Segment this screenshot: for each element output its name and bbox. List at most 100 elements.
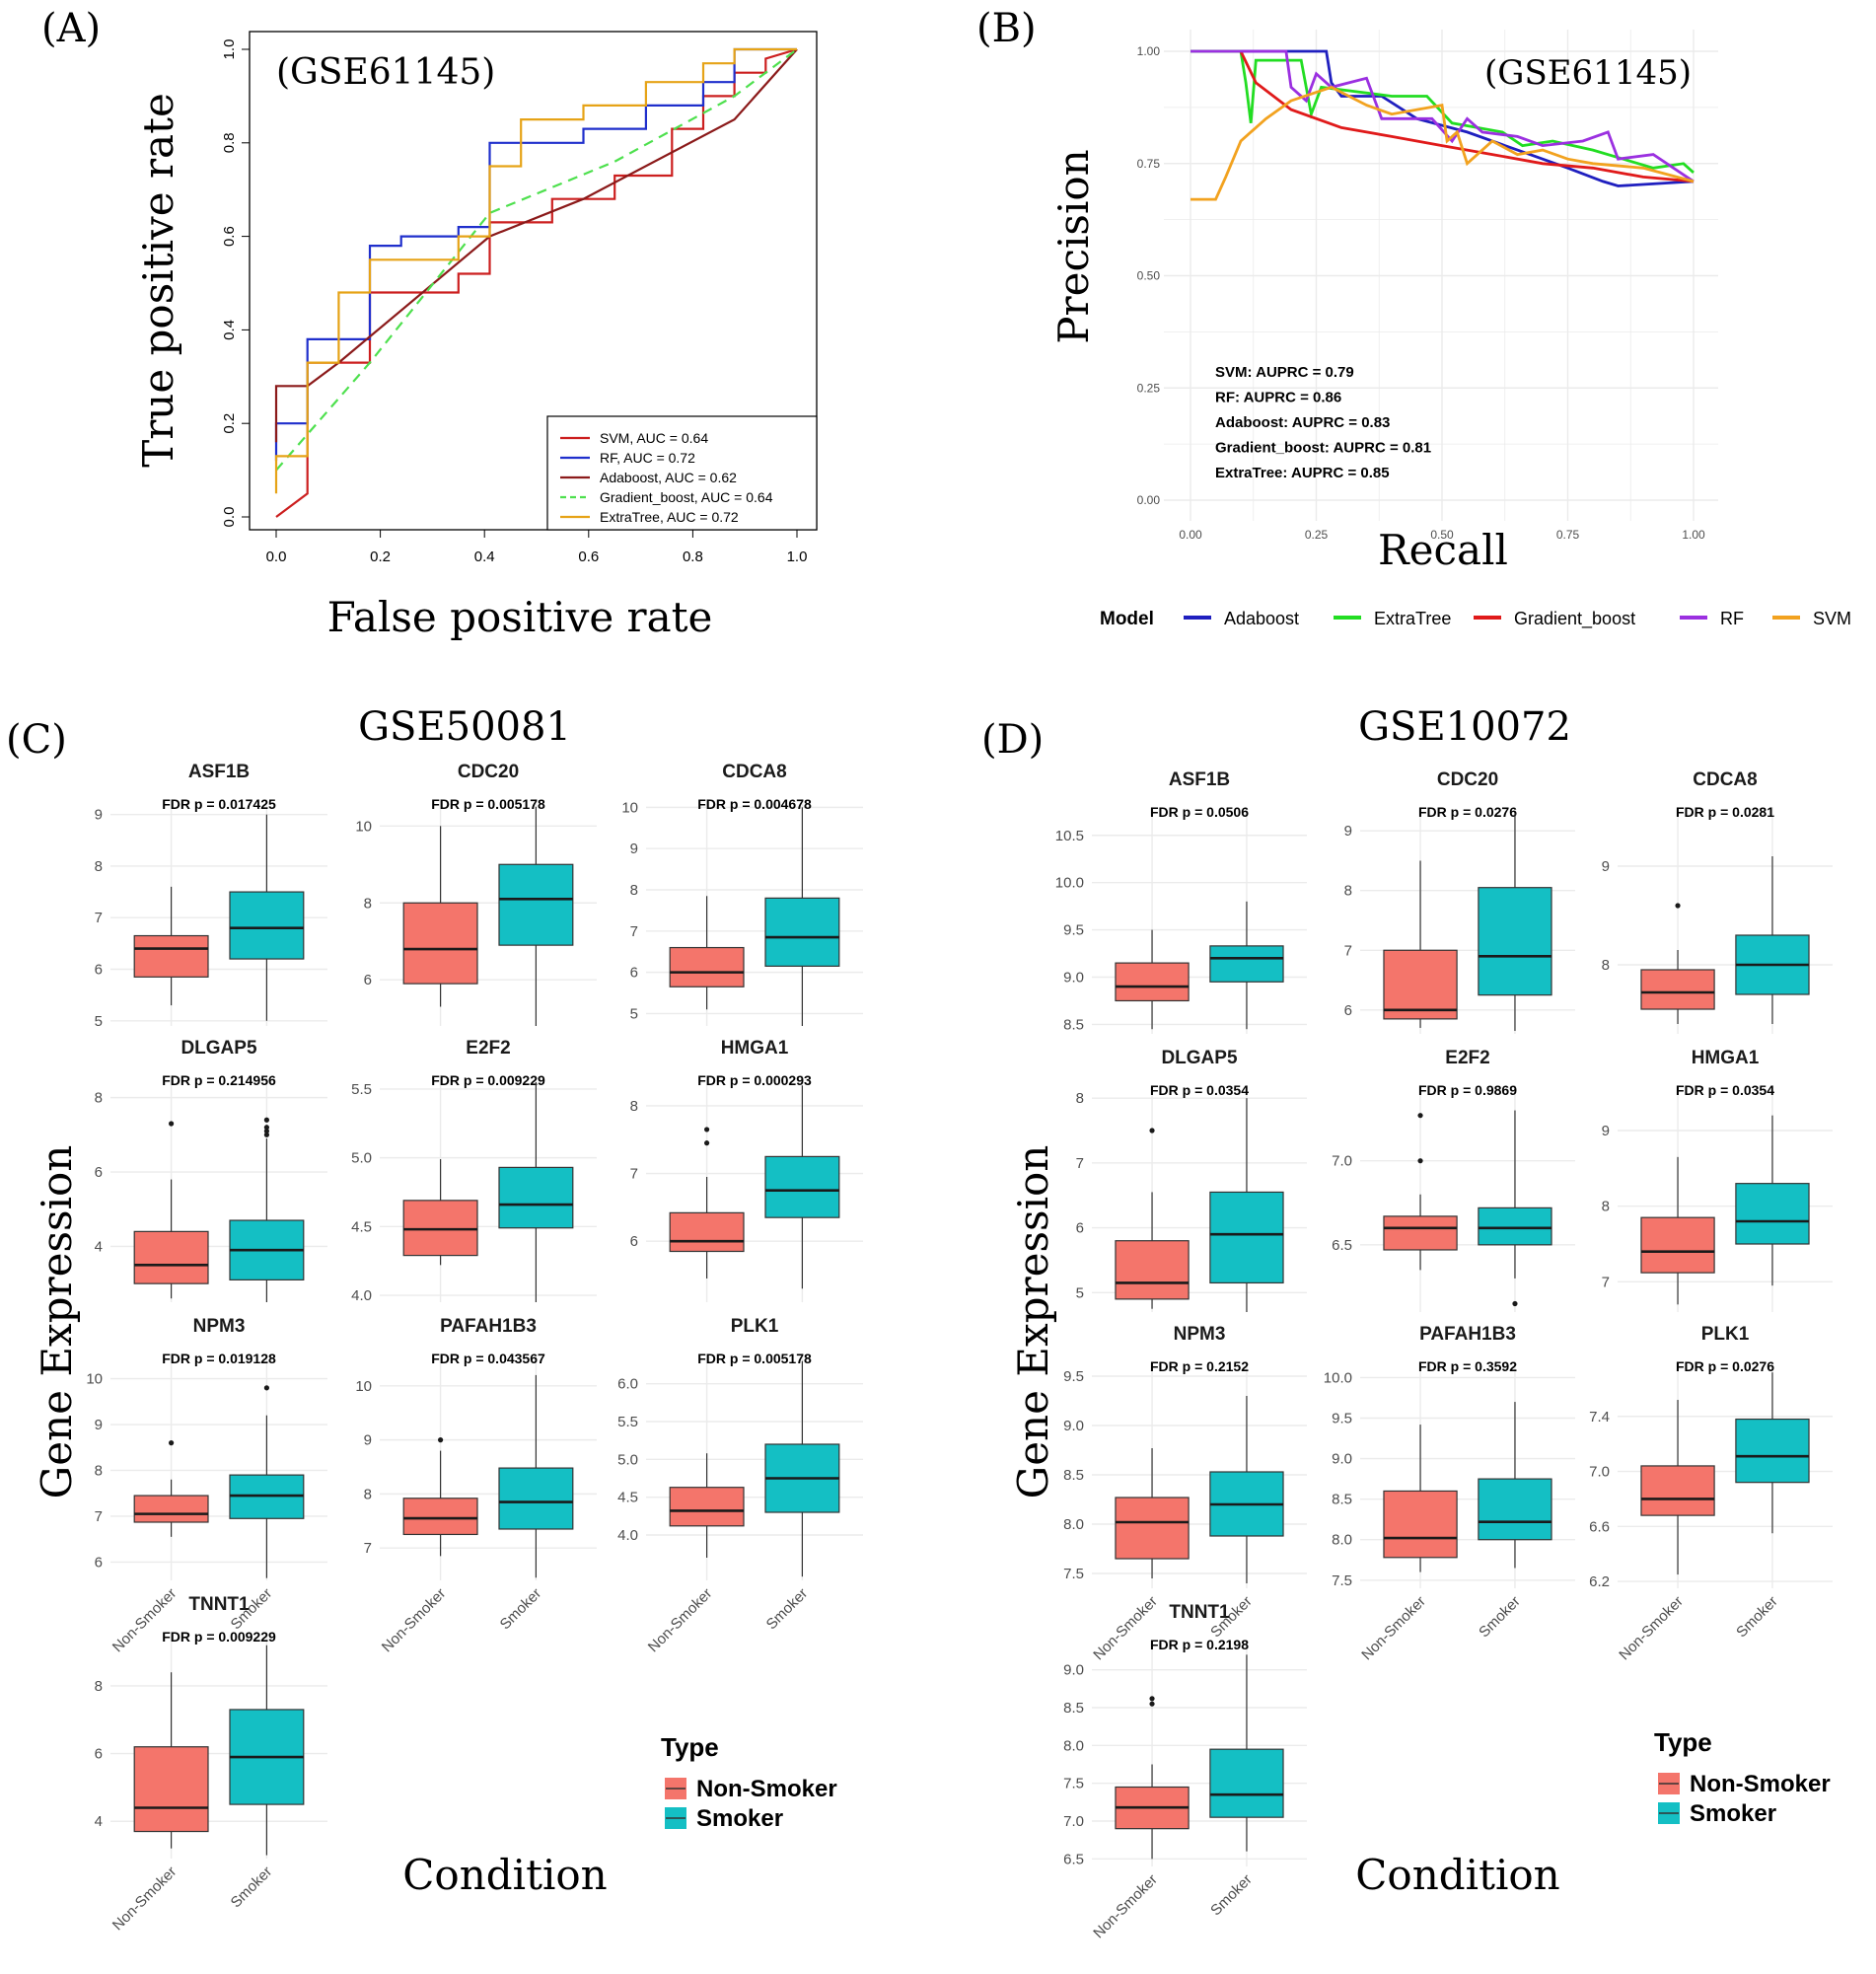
x-tick-label: 0.6: [578, 548, 599, 565]
y-axis-title: True positive rate: [134, 93, 182, 468]
legend-box: [546, 415, 818, 531]
pr-curve-svm: [1191, 85, 1695, 201]
y-tick-label: 0.2: [221, 413, 238, 434]
y-tick-label: 9.0: [1063, 970, 1084, 987]
x-axis-title: Condition: [402, 1851, 607, 1899]
legend-entry: Non-Smoker: [696, 1776, 837, 1802]
y-tick-label: 8: [95, 858, 103, 875]
panel-b: (B) 0.00 0.25 0.50 0.75 1.00 0.00 0.25 0.50 0.75 1…: [976, 6, 1851, 629]
facet-gene-title: CDCA8: [722, 762, 786, 782]
y-tick-label: 9.0: [1063, 1418, 1084, 1434]
fdr-annotation: FDR p = 0.017425: [162, 796, 276, 812]
y-tick-label: 7: [95, 910, 103, 926]
y-tick-label: 8: [1344, 883, 1352, 900]
outlier-point: [1417, 1158, 1423, 1164]
facet-gene-title: DLGAP5: [180, 1038, 257, 1059]
legend-title: Model: [1100, 609, 1154, 629]
fdr-annotation: FDR p = 0.009229: [162, 1629, 276, 1645]
panel-title: GSE10072: [1358, 704, 1571, 750]
box-smoker: [498, 863, 574, 946]
panel-label: (D): [981, 717, 1044, 763]
legend-entry: ExtraTree: [1374, 609, 1451, 628]
box-non-smoker: [1115, 1497, 1190, 1560]
x-tick-label: 1.0: [787, 548, 808, 565]
fdr-annotation: FDR p = 0.0506: [1150, 804, 1249, 820]
outlier-point: [1149, 1696, 1155, 1702]
panel-c: (C) GSE50081 ASF1B 5 6 7 8 9 FDR p = 0.017425 CDC…: [6, 704, 863, 1934]
outlier-point: [438, 1437, 444, 1443]
box-non-smoker: [133, 934, 209, 978]
y-tick-label: 7.5: [1332, 1572, 1352, 1589]
outlier-point: [704, 1127, 710, 1133]
fdr-annotation: FDR p = 0.019128: [162, 1351, 276, 1366]
fdr-annotation: FDR p = 0.005178: [431, 796, 545, 812]
y-tick-label: 6.0: [617, 1376, 638, 1393]
y-tick-label: 10: [355, 818, 372, 835]
y-tick-label: 4.5: [351, 1218, 372, 1235]
y-tick-label: 7: [1602, 1274, 1610, 1290]
y-tick-label: 1.0: [221, 39, 238, 60]
y-tick-label: 8: [1076, 1090, 1084, 1107]
y-tick-label: 10: [86, 1371, 103, 1388]
y-tick-label: 8.5: [1063, 1467, 1084, 1484]
y-tick-label: 7.5: [1063, 1566, 1084, 1582]
facet-gene-title: NPM3: [193, 1316, 246, 1337]
y-tick-label: 0.4: [221, 320, 238, 340]
outlier-point: [263, 1125, 269, 1131]
y-tick-label: 6.5: [1063, 1851, 1084, 1867]
y-tick-label: 7.4: [1589, 1409, 1610, 1426]
x-category-label: Smoker: [228, 1864, 276, 1912]
panel-label: (C): [6, 717, 67, 763]
y-axis-title: Gene Expression: [33, 1145, 81, 1499]
box-non-smoker: [402, 902, 478, 985]
box-non-smoker: [402, 1498, 478, 1536]
box-smoker: [1209, 1748, 1284, 1818]
facet-gene-title: HMGA1: [1692, 1048, 1760, 1068]
y-tick-label: 0.00: [1137, 493, 1161, 507]
legend-entry: Adaboost: [1224, 609, 1299, 628]
x-category-label: Smoker: [1207, 1871, 1256, 1920]
dataset-label: (GSE61145): [1484, 53, 1692, 93]
facet-e2f2: E2F2 6.5 7.0 FDR p = 0.9869: [1332, 1048, 1575, 1312]
box-non-smoker: [1383, 1490, 1458, 1559]
y-tick-label: 10: [621, 799, 638, 816]
box-non-smoker: [133, 1746, 209, 1833]
outlier-point: [704, 1140, 710, 1146]
box-non-smoker: [669, 946, 745, 987]
x-axis-title: Condition: [1355, 1851, 1559, 1899]
x-category-label: Non-Smoker: [109, 1864, 180, 1935]
x-tick-label: 0.0: [266, 548, 287, 565]
x-tick-label: 0.2: [370, 548, 391, 565]
y-tick-label: 8: [364, 895, 372, 912]
dataset-label: (GSE61145): [276, 52, 495, 93]
facet-gene-title: TNNT1: [188, 1594, 250, 1615]
box-smoker: [498, 1467, 574, 1530]
y-tick-label: 6: [95, 1164, 103, 1181]
y-tick-label: 10: [355, 1378, 372, 1395]
y-tick-label: 6: [95, 1554, 103, 1571]
y-tick-label: 9: [1602, 1123, 1610, 1139]
x-tick-label: 0.00: [1179, 528, 1202, 542]
facet-pafah1b3: PAFAH1B3 7 8 9 10 FDR p = 0.043567 Non-Smoker S…: [355, 1316, 597, 1655]
auprc-annotation: Adaboost: AUPRC = 0.83: [1215, 414, 1390, 431]
fdr-annotation: FDR p = 0.0354: [1676, 1082, 1774, 1098]
outlier-point: [1149, 1128, 1155, 1133]
y-tick-label: 7.0: [1332, 1153, 1352, 1170]
fdr-annotation: FDR p = 0.000293: [697, 1072, 812, 1088]
facet-gene-title: E2F2: [466, 1038, 510, 1059]
box-non-smoker: [1115, 1240, 1190, 1300]
y-tick-label: 7: [364, 1540, 372, 1557]
y-tick-label: 6.2: [1589, 1573, 1610, 1590]
y-tick-label: 8: [630, 1098, 638, 1115]
y-tick-label: 7.0: [1063, 1813, 1084, 1830]
y-tick-label: 7.5: [1063, 1776, 1084, 1792]
x-axis-title: False positive rate: [327, 593, 713, 641]
legend-entry: RF, AUC = 0.72: [600, 450, 695, 466]
fdr-annotation: FDR p = 0.005178: [697, 1351, 812, 1366]
x-category-label: Smoker: [497, 1585, 545, 1634]
box-smoker: [1209, 945, 1284, 983]
y-axis-title: Gene Expression: [1009, 1145, 1057, 1499]
y-tick-label: 9: [630, 841, 638, 857]
y-tick-label: 9: [1344, 823, 1352, 840]
